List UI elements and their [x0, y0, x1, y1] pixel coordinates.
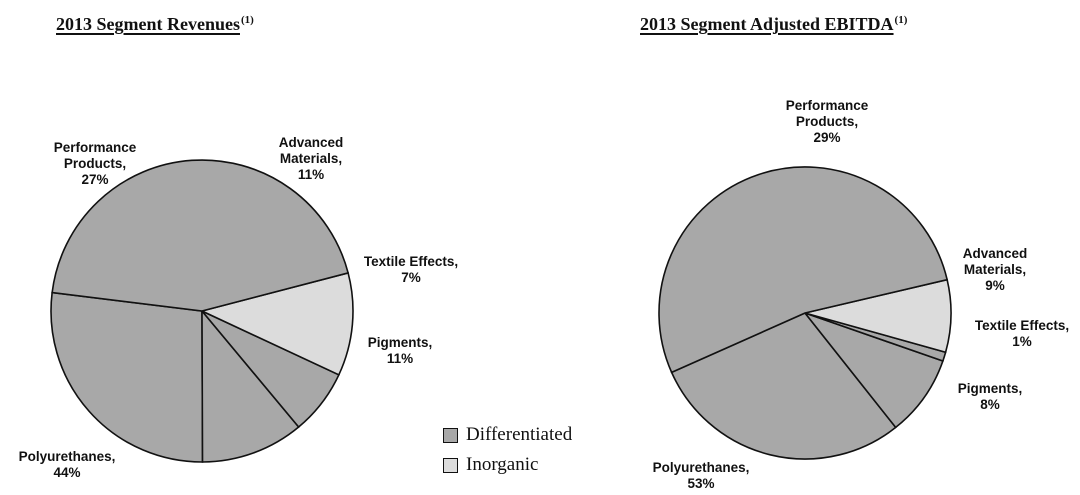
- revenues-pie: Performance Products, 27% Advanced Materials…: [19, 135, 459, 480]
- ebitda-label-pigments: Pigments, 8%: [958, 381, 1023, 412]
- ebitda-label-advanced-materials: Advanced Materials, 9%: [963, 246, 1028, 293]
- legend-label-differentiated: Differentiated: [466, 424, 573, 445]
- revenues-slice-polyurethanes: [51, 159, 350, 312]
- revenues-slice-performance-products: [50, 291, 204, 463]
- ebitda-chart-title: 2013 Segment Adjusted EBITDA(1): [640, 14, 907, 35]
- legend-item-inorganic: Inorganic: [443, 450, 572, 480]
- revenues-title-footnote: (1): [240, 14, 254, 26]
- ebitda-pie: Performance Products, 29% Advanced Materials…: [653, 98, 1070, 491]
- revenues-label-performance-products: Performance Products, 27%: [54, 140, 137, 187]
- ebitda-label-performance-products: Performance Products, 29%: [786, 98, 869, 145]
- ebitda-slice-polyurethanes: [658, 166, 949, 374]
- revenues-slice-advanced-materials: [201, 308, 300, 463]
- ebitda-label-polyurethanes: Polyurethanes, 53%: [653, 460, 750, 491]
- revenues-label-polyurethanes: Polyurethanes, 44%: [19, 449, 116, 480]
- ebitda-slice-performance-products: [670, 312, 897, 460]
- legend-swatch-differentiated: [443, 427, 458, 443]
- ebitda-slice-advanced-materials: [802, 311, 944, 429]
- revenues-chart-title: 2013 Segment Revenues(1): [56, 14, 254, 35]
- revenues-slice-pigments: [199, 271, 354, 376]
- revenues-label-pigments: Pigments, 11%: [368, 335, 433, 366]
- legend-swatch-inorganic: [443, 457, 458, 473]
- revenues-label-textile-effects: Textile Effects, 7%: [364, 254, 458, 285]
- ebitda-title-text: 2013 Segment Adjusted EBITDA: [640, 14, 894, 34]
- legend: Differentiated Inorganic: [443, 420, 572, 480]
- legend-item-differentiated: Differentiated: [443, 420, 572, 450]
- revenues-label-advanced-materials: Advanced Materials, 11%: [279, 135, 344, 182]
- ebitda-title-footnote: (1): [894, 14, 908, 26]
- legend-label-inorganic: Inorganic: [466, 454, 539, 475]
- ebitda-label-textile-effects: Textile Effects, 1%: [975, 318, 1069, 349]
- revenues-title-text: 2013 Segment Revenues: [56, 14, 240, 34]
